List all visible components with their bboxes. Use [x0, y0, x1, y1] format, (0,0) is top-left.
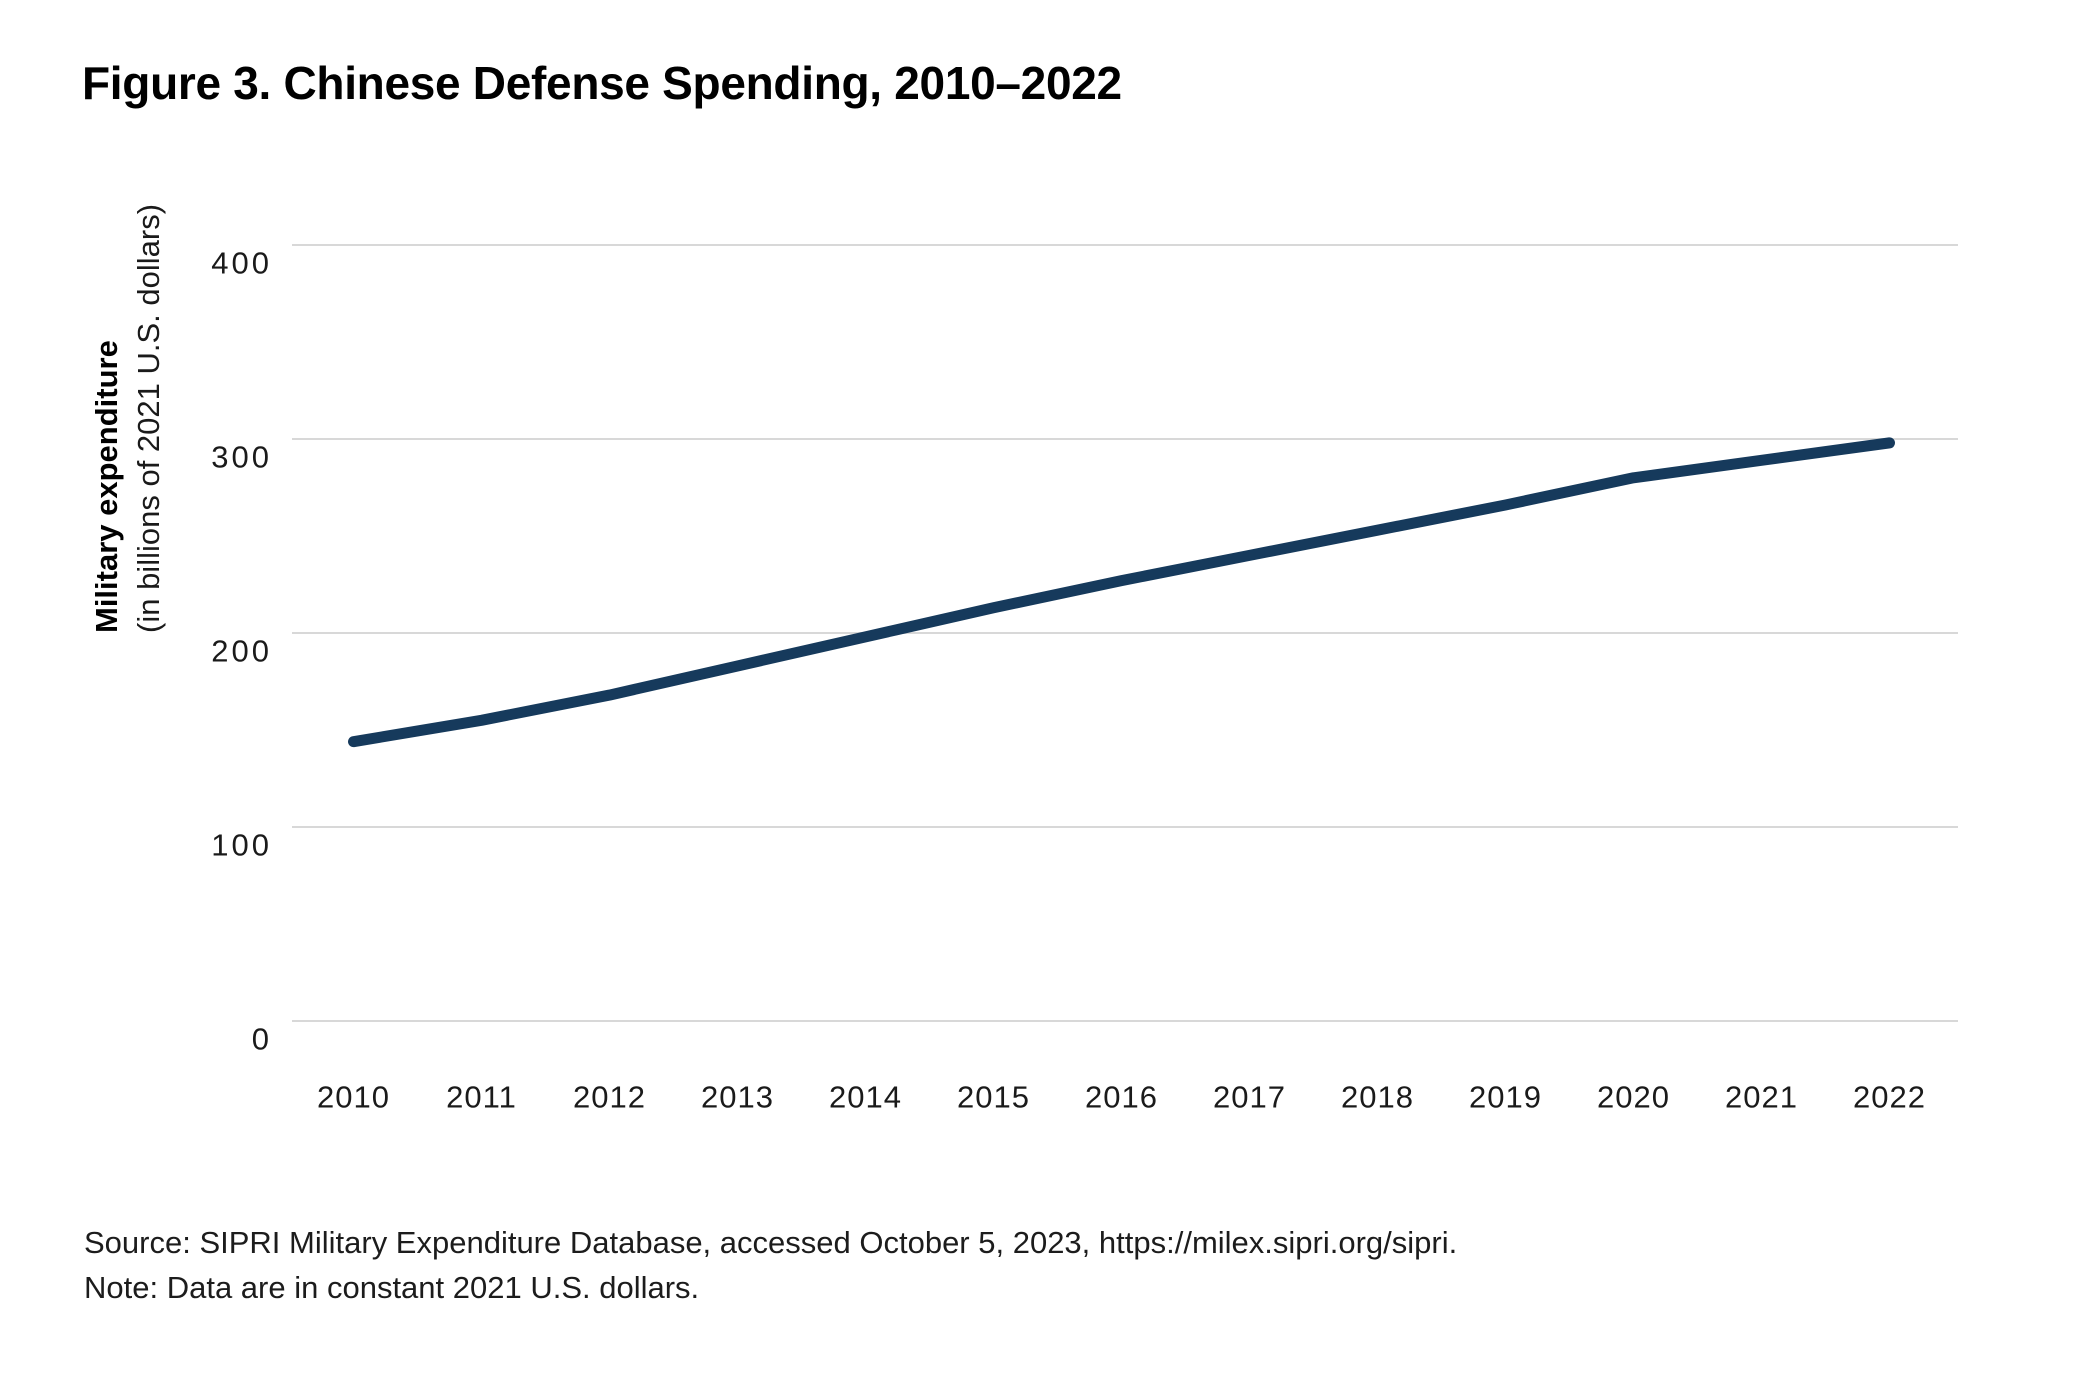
x-tick-label: 2010	[317, 1080, 390, 1115]
x-tick-label: 2015	[957, 1080, 1030, 1115]
x-tick-label: 2016	[1085, 1080, 1158, 1115]
x-tick-label: 2013	[701, 1080, 774, 1115]
source-note: Source: SIPRI Military Expenditure Datab…	[84, 1225, 1458, 1260]
y-tick-label: 300	[211, 440, 272, 475]
data-note: Note: Data are in constant 2021 U.S. dol…	[84, 1270, 700, 1305]
x-tick-label: 2021	[1725, 1080, 1798, 1115]
x-tick-label: 2012	[573, 1080, 646, 1115]
figure-title: Figure 3. Chinese Defense Spending, 2010…	[82, 57, 1122, 109]
x-tick-label: 2014	[829, 1080, 902, 1115]
y-tick-label: 0	[252, 1022, 272, 1057]
x-tick-label: 2017	[1213, 1080, 1286, 1115]
x-tick-label: 2020	[1597, 1080, 1670, 1115]
x-tick-label: 2022	[1853, 1080, 1926, 1115]
y-tick-label: 100	[211, 828, 272, 863]
x-tick-label: 2019	[1469, 1080, 1542, 1115]
y-tick-label: 400	[211, 246, 272, 281]
x-tick-label: 2018	[1341, 1080, 1414, 1115]
y-tick-label: 200	[211, 634, 272, 669]
spending-line	[348, 437, 1895, 748]
x-tick-label: 2011	[446, 1080, 517, 1115]
figure-footnotes: Source: SIPRI Military Expenditure Datab…	[84, 1220, 1457, 1310]
